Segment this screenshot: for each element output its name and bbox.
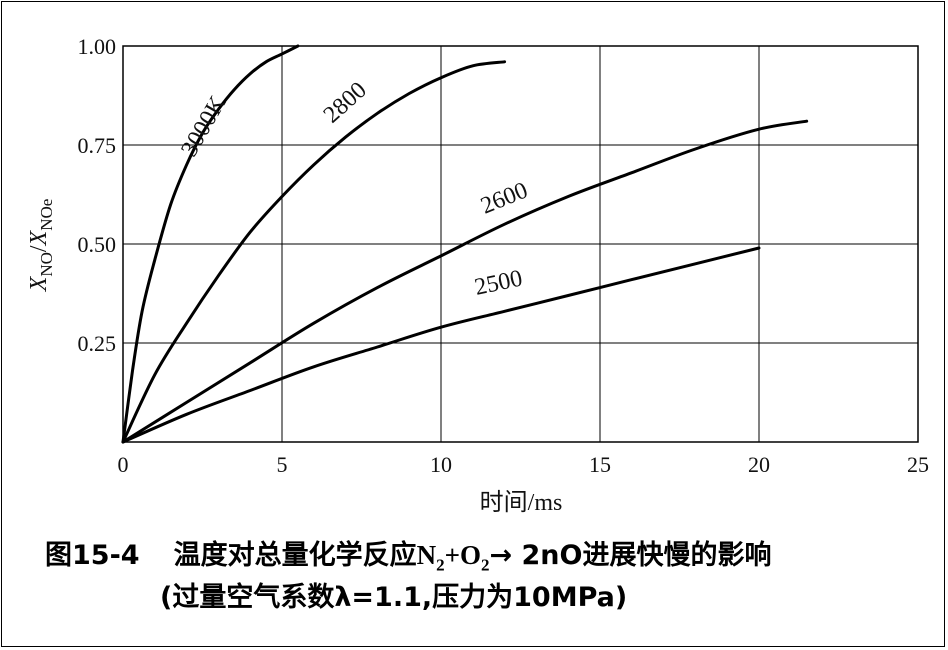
x-tick-label: 10 [430,452,452,477]
y-axis-title-sub2: NOe [37,199,56,231]
x-tick-labels: 0 5 10 15 20 25 [118,452,930,477]
x-tick-label: 0 [118,452,129,477]
series-label-2800: 2800 [319,77,372,128]
series-lines [121,44,809,444]
x-axis-title: 时间/ms [480,489,563,516]
y-tick-label: 0.75 [78,133,117,158]
x-tick-label: 25 [907,452,929,477]
line-chart: 0 5 10 15 20 25 0.25 0.50 0.75 1.00 3000K 2800 260… [26,34,930,516]
y-tick-label: 0.25 [78,331,117,356]
x-tick-label: 5 [277,452,288,477]
svg-text:XNO/XNOe: XNO/XNOe [26,199,56,293]
y-axis-title-x1: X [26,275,52,292]
figure-caption-line2: (过量空气系数λ=1.1,压力为10MPa) [160,582,628,613]
series-line-3000k [121,44,300,444]
caption-o-sub: 2 [480,555,490,575]
grid-lines [123,46,918,442]
caption-text: 温度对总量化学反应 [173,540,417,571]
series-line-2500 [121,246,761,444]
series-label-2600: 2600 [477,177,531,219]
y-axis-title-slash: / [26,245,52,252]
figure-number: 图15-4 [45,540,140,571]
y-tick-label: 0.50 [78,232,117,257]
x-tick-label: 20 [748,452,770,477]
series-line-2800 [121,60,507,444]
y-tick-labels: 0.25 0.50 0.75 1.00 [78,34,117,356]
series-line-2600 [121,119,809,444]
y-tick-label: 1.00 [78,34,117,59]
caption-n-sub: 2 [436,555,445,575]
y-axis-title: XNO/XNOe [26,199,56,293]
y-axis-title-x2: X [26,229,52,246]
x-tick-label: 15 [589,452,611,477]
caption-arrow-rest: → 2nO进展快慢的影响 [489,540,772,571]
series-labels: 3000K 2800 2600 2500 [176,77,531,301]
caption-plus-o: +O [444,540,481,570]
series-label-2500: 2500 [472,265,524,300]
caption-n: N [416,540,437,570]
figure-caption-line1: 图15-4 温度对总量化学反应N2+O2→ 2nO进展快慢的影响 [45,533,771,575]
series-label-3000k: 3000K [176,91,232,161]
y-axis-title-sub1: NO [37,252,56,277]
